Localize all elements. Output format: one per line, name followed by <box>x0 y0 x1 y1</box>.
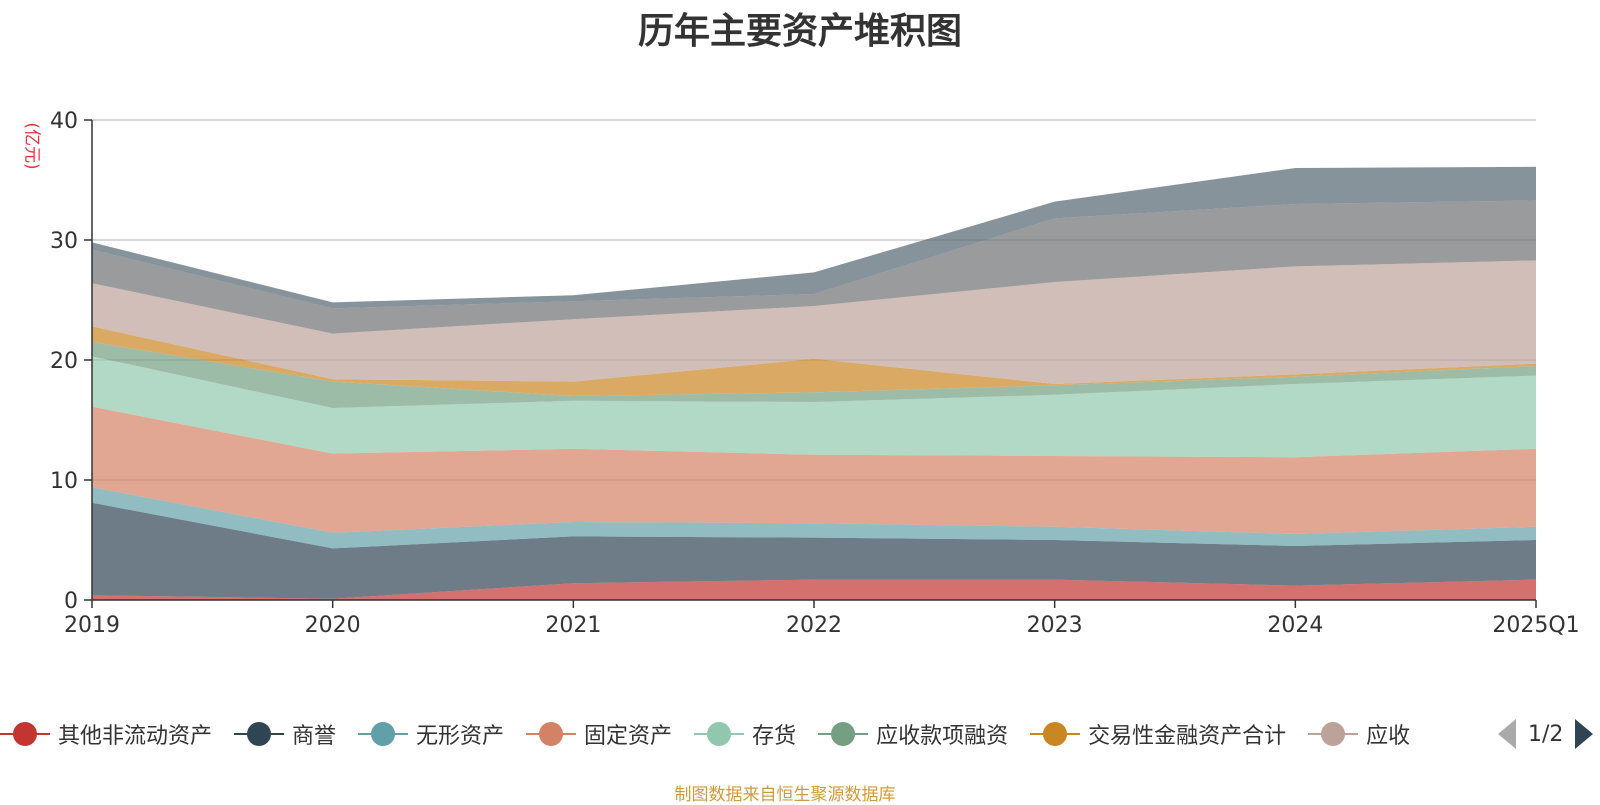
legend-marker-icon <box>694 721 745 747</box>
legend-marker-icon <box>526 721 577 747</box>
legend-item[interactable]: 商誉 <box>234 718 336 750</box>
legend-item[interactable]: 应收 <box>1308 718 1410 750</box>
legend-label: 交易性金融资产合计 <box>1088 724 1287 749</box>
legend-item[interactable]: 其他非流动资产 <box>0 718 212 750</box>
x-tick-label: 2021 <box>545 613 601 638</box>
x-tick-label: 2025Q1 <box>1492 613 1579 638</box>
legend-marker-icon <box>0 721 50 747</box>
legend-item[interactable]: 应收款项融资 <box>818 718 1008 750</box>
area-series-9 <box>92 200 1536 334</box>
legend-next-page-icon[interactable] <box>1575 719 1594 749</box>
area-series-4 <box>92 406 1536 534</box>
x-tick-label: 2022 <box>786 613 842 638</box>
area-series-2 <box>92 502 1536 599</box>
legend-item[interactable]: 无形资产 <box>358 718 504 750</box>
legend-pager: 1/2 <box>1498 716 1594 752</box>
y-tick-label: 10 <box>50 469 78 494</box>
axis-layer: 0 10 20 30 40 2019 2020 2021 2022 2023 2024 2025Q1 <box>50 109 1580 638</box>
legend-marker-icon <box>1030 721 1081 747</box>
legend-label: 存货 <box>752 724 797 749</box>
x-tick-label: 2023 <box>1027 613 1083 638</box>
area-series-5 <box>92 356 1536 458</box>
x-tick-label: 2020 <box>305 613 361 638</box>
legend: 其他非流动资产 商誉 无形资产 固定资产 存货 应收款项融资 交易性金融资产合计 应收 <box>0 714 1490 754</box>
legend-marker-icon <box>358 721 409 747</box>
legend-label: 固定资产 <box>584 724 673 749</box>
legend-label: 应收 <box>1366 724 1411 749</box>
area-series-7 <box>92 326 1536 396</box>
area-series-8 <box>92 260 1536 384</box>
y-tick-label: 30 <box>50 229 78 254</box>
y-tick-label: 40 <box>50 109 78 134</box>
area-series-10 <box>92 166 1536 309</box>
area-series-6 <box>92 342 1536 408</box>
legend-item[interactable]: 存货 <box>694 718 796 750</box>
legend-label: 应收款项融资 <box>876 724 1009 749</box>
area-series-3 <box>92 487 1536 549</box>
legend-marker-icon <box>234 721 285 747</box>
legend-page-indicator: 1/2 <box>1528 721 1564 747</box>
area-series-1 <box>92 579 1536 600</box>
x-tick-label: 2024 <box>1267 613 1323 638</box>
legend-label: 其他非流动资产 <box>58 724 213 749</box>
chart-title: 历年主要资产堆积图 <box>637 11 962 52</box>
legend-marker-icon <box>818 721 869 747</box>
legend-marker-icon <box>1308 721 1359 747</box>
legend-item[interactable]: 交易性金融资产合计 <box>1030 718 1286 750</box>
data-source-note: 制图数据来自恒生聚源数据库 <box>674 785 896 805</box>
area-layer <box>92 166 1536 600</box>
y-tick-label: 20 <box>50 349 78 374</box>
legend-item[interactable]: 固定资产 <box>526 718 672 750</box>
x-tick-label: 2019 <box>64 613 120 638</box>
legend-label: 无形资产 <box>416 724 505 749</box>
y-tick-label: 0 <box>64 589 78 614</box>
legend-prev-page-icon[interactable] <box>1498 719 1516 749</box>
legend-label: 商誉 <box>292 724 337 749</box>
